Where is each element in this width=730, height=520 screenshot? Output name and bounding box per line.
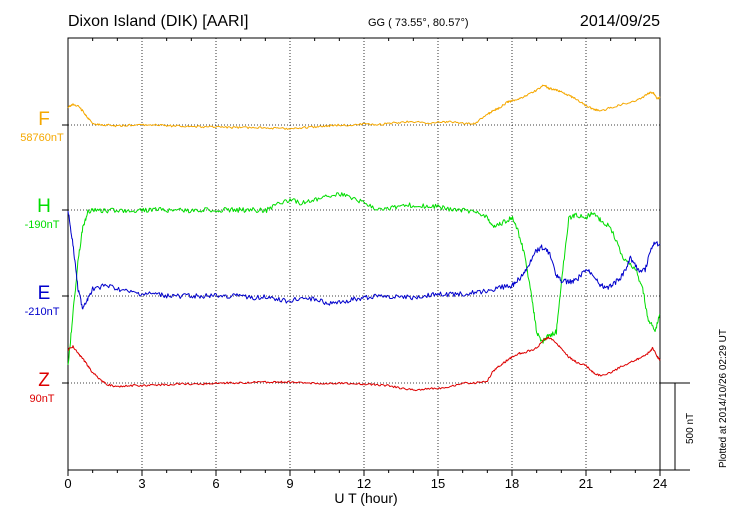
series-line-H xyxy=(67,192,661,365)
x-tick-label-6: 6 xyxy=(212,476,219,491)
x-axis-ticks: 0 3 6 9 12 15 18 21 24 xyxy=(64,38,667,491)
x-tick-label-0: 0 xyxy=(64,476,71,491)
series-baseline-H: -190nT xyxy=(25,219,60,231)
series-lines xyxy=(67,84,661,392)
series-name-H: H xyxy=(37,196,51,217)
series-baseline-Z: 90nT xyxy=(29,393,54,405)
scale-bar: 500 nT xyxy=(660,382,696,471)
vertical-gridlines xyxy=(141,38,587,470)
series-baseline-E: -210nT xyxy=(25,306,60,318)
baseline-lines xyxy=(62,124,660,384)
station-title: Dixon Island (DIK) [AARI] xyxy=(68,13,249,30)
series-name-E: E xyxy=(38,283,51,304)
series-baseline-F: 58760nT xyxy=(20,132,64,144)
date-label: 2014/09/25 xyxy=(580,13,660,30)
series-line-E xyxy=(67,211,661,310)
station-coordinates: GG ( 73.55°, 80.57°) xyxy=(368,17,469,29)
x-axis-label: U T (hour) xyxy=(334,490,397,506)
plotted-note: Plotted at 2014/10/26 02:29 UT xyxy=(718,329,729,468)
x-tick-label-12: 12 xyxy=(357,476,371,491)
series-line-F xyxy=(67,84,661,130)
x-tick-label-9: 9 xyxy=(286,476,293,491)
x-tick-label-18: 18 xyxy=(505,476,519,491)
x-tick-label-15: 15 xyxy=(431,476,445,491)
x-tick-label-24: 24 xyxy=(653,476,667,491)
x-tick-label-3: 3 xyxy=(138,476,145,491)
series-name-F: F xyxy=(38,109,50,130)
x-tick-label-21: 21 xyxy=(579,476,593,491)
component-labels: F 58760nT H -190nT E -210nT Z 90nT xyxy=(20,109,64,405)
scale-bar-label: 500 nT xyxy=(685,413,696,444)
series-name-Z: Z xyxy=(38,370,50,391)
series-line-Z xyxy=(67,336,661,392)
